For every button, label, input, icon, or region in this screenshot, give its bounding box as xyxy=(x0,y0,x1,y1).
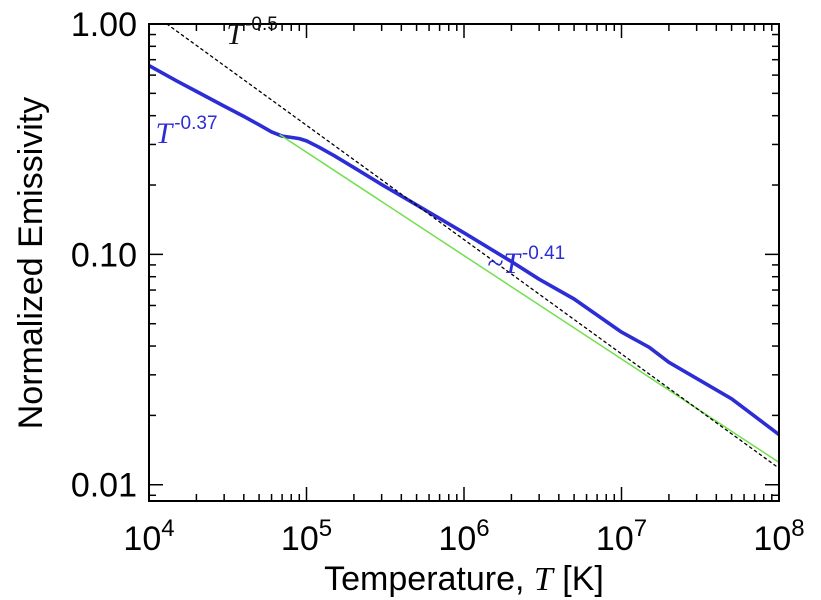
x-tick-label-base: 10 xyxy=(596,520,634,558)
x-tick-label-base: 10 xyxy=(753,520,791,558)
annotation-base: T xyxy=(226,18,245,51)
x-tick-label: 105 xyxy=(281,515,332,558)
x-tick-label-base: 10 xyxy=(438,520,476,558)
x-axis-title-prefix: Temperature, xyxy=(324,560,534,598)
x-axis-title-unit: [K] xyxy=(553,560,604,598)
annotation-exponent: -0.5 xyxy=(245,14,278,35)
y-axis-title: Normalized Emissivity xyxy=(12,97,50,430)
plot-frame xyxy=(148,23,780,502)
power-law-annotation: ~T -0.41 xyxy=(487,243,565,280)
annotation-exponent: -0.37 xyxy=(174,113,217,134)
annotation-base: ~T xyxy=(487,247,522,280)
y-tick-label: 1.00 xyxy=(71,6,137,44)
x-tick-label-exponent: 4 xyxy=(161,515,174,542)
x-tick-label-exponent: 7 xyxy=(634,515,647,542)
x-tick-label-base: 10 xyxy=(123,520,161,558)
power-law-annotation: T -0.37 xyxy=(156,113,218,150)
series-line-dotted xyxy=(166,24,779,469)
annotation-base: T xyxy=(156,117,175,150)
power-law-annotation: T -0.5 xyxy=(226,14,277,51)
x-tick-label: 106 xyxy=(438,515,489,558)
y-tick-label: 0.10 xyxy=(71,236,137,274)
x-tick-label-exponent: 6 xyxy=(476,515,489,542)
x-axis-title: Temperature, T [K] xyxy=(324,560,604,598)
x-tick-label: 108 xyxy=(753,515,804,558)
x-tick-label-exponent: 8 xyxy=(791,515,804,542)
x-tick-label-base: 10 xyxy=(281,520,319,558)
annotation-exponent: -0.41 xyxy=(522,243,565,264)
y-tick-label: 0.01 xyxy=(71,467,137,505)
x-axis-title-variable: T xyxy=(534,561,555,598)
x-tick-label: 104 xyxy=(123,515,174,558)
series-line-solid-thick xyxy=(149,63,779,437)
series-line-solid-thin xyxy=(279,134,779,464)
x-tick-label-exponent: 5 xyxy=(319,515,332,542)
x-tick-label: 107 xyxy=(596,515,647,558)
